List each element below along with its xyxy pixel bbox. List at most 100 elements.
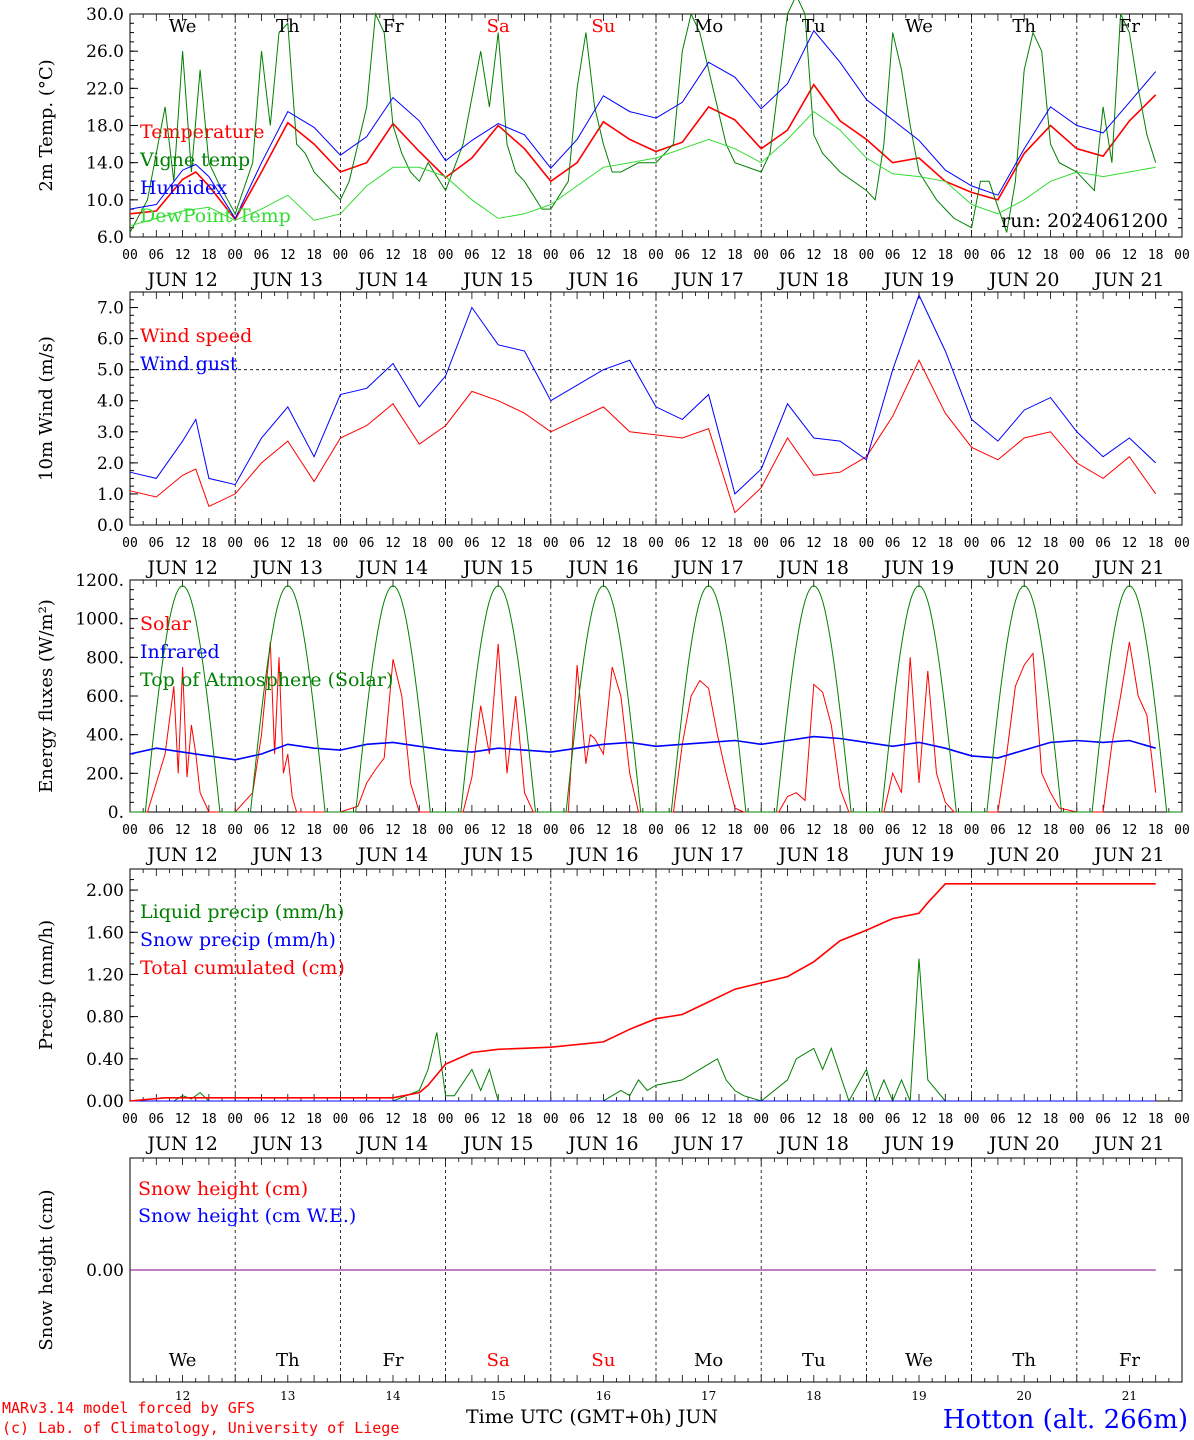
day-number-label: 14 [385,1389,401,1403]
y-tick-label: 1.60 [86,923,124,943]
hour-label: 06 [148,1112,164,1127]
hour-label: 00 [122,1112,138,1127]
hour-label: 00 [859,1112,875,1127]
day-number-label: 18 [806,1389,821,1403]
hour-label: 06 [674,248,690,263]
hour-label: 18 [517,823,533,838]
model-credit: MARv3.14 model forced by GFS [2,1399,255,1417]
hour-label: 00 [1174,248,1190,263]
date-label: JUN 15 [461,1133,533,1155]
hour-label: 12 [385,823,401,838]
legend-entry: Wind gust [140,353,238,375]
hour-label: 18 [832,536,848,551]
hour-label: 06 [780,248,796,263]
date-label: JUN 17 [671,1133,743,1155]
weekday-label: We [169,16,197,37]
hour-label: 06 [254,536,270,551]
hour-label: 18 [832,823,848,838]
y-tick-label: 10.0 [86,191,124,211]
date-label: JUN 15 [461,557,533,579]
hour-label: 18 [622,1112,638,1127]
y-axis-title: 10m Wind (m/s) [36,336,57,481]
hour-label: 06 [990,1112,1006,1127]
hour-label: 18 [727,823,743,838]
hour-label: 12 [701,823,717,838]
date-label: JUN 17 [671,269,743,291]
hour-label: 00 [964,536,980,551]
hour-label: 06 [1095,1112,1111,1127]
hour-label: 00 [333,248,349,263]
day-number-label: 21 [1122,1389,1137,1403]
panel-1: 6.0 10.0 14.0 18.0 22.0 26.0 30.0 2m Temp. (°C)… [36,0,1190,291]
date-label: JUN 21 [1092,269,1164,291]
date-label: JUN 14 [356,1133,428,1155]
weekday-label: Fr [382,1350,403,1371]
weekday-label: Su [591,1350,615,1371]
hour-label: 12 [385,248,401,263]
hour-label: 12 [806,248,822,263]
hour-label: 18 [517,248,533,263]
legend-entry: Snow precip (mm/h) [140,929,336,951]
hour-label: 18 [832,248,848,263]
series-line-temperature [129,83,1157,221]
hour-label: 00 [1174,536,1190,551]
hour-label: 18 [832,1112,848,1127]
hour-label: 12 [280,536,296,551]
hour-label: 00 [1174,1112,1190,1127]
date-label: JUN 18 [777,557,849,579]
hour-label: 06 [885,823,901,838]
hour-label: 00 [438,248,454,263]
series-line-vigne-temp [129,0,1157,233]
y-tick-label: 0.80 [86,1008,124,1028]
date-label: JUN 16 [566,1133,638,1155]
hour-label: 00 [753,248,769,263]
hour-label: 00 [438,1112,454,1127]
weekday-label: Tu [802,1350,826,1371]
hour-label: 12 [911,248,927,263]
y-axis-title: Snow height (cm) [36,1189,57,1350]
hour-label: 06 [359,1112,375,1127]
hour-label: 00 [1174,823,1190,838]
panel-3: 0. 200. 400. 600. 800. 1000. 1200. Energy fluxe… [36,571,1190,866]
y-tick-label: 0. [108,803,124,823]
weekday-label: We [905,1350,933,1371]
hour-label: 18 [622,823,638,838]
hour-label: 12 [280,823,296,838]
y-tick-label: 22.0 [86,79,124,99]
hour-label: 12 [175,248,191,263]
date-label: JUN 15 [461,269,533,291]
hour-label: 12 [1122,248,1138,263]
hour-label: 00 [333,1112,349,1127]
hour-label: 18 [411,823,427,838]
weekday-label: We [905,16,933,37]
date-label: JUN 13 [251,557,323,579]
legend-entry: Top of Atmosphere (Solar) [140,669,393,691]
weekday-label: We [169,1350,197,1371]
date-label: JUN 20 [987,844,1059,866]
date-label: JUN 21 [1092,1133,1164,1155]
legend-entry: Humidex [140,177,227,199]
hour-label: 18 [306,1112,322,1127]
hour-label: 18 [306,823,322,838]
series-line-dewpoint-temp [129,110,1156,227]
date-label: JUN 13 [251,269,323,291]
hour-label: 06 [254,248,270,263]
hour-label: 06 [359,536,375,551]
weekday-label: Mo [694,1350,723,1371]
hour-label: 00 [648,536,664,551]
hour-label: 18 [411,1112,427,1127]
weekday-label: Th [276,16,300,37]
hour-label: 18 [727,248,743,263]
hour-label: 00 [333,823,349,838]
hour-label: 00 [648,823,664,838]
hour-label: 12 [701,1112,717,1127]
hour-label: 00 [438,536,454,551]
hour-label: 18 [201,1112,217,1127]
date-label: JUN 13 [251,844,323,866]
hour-label: 12 [1122,536,1138,551]
day-number-label: 20 [1017,1389,1032,1403]
y-tick-label: 0.0 [97,516,124,536]
y-tick-label: 0.00 [86,1092,124,1112]
panel-frame [129,13,1183,238]
station-label: Hotton (alt. 266m) [943,1405,1188,1435]
